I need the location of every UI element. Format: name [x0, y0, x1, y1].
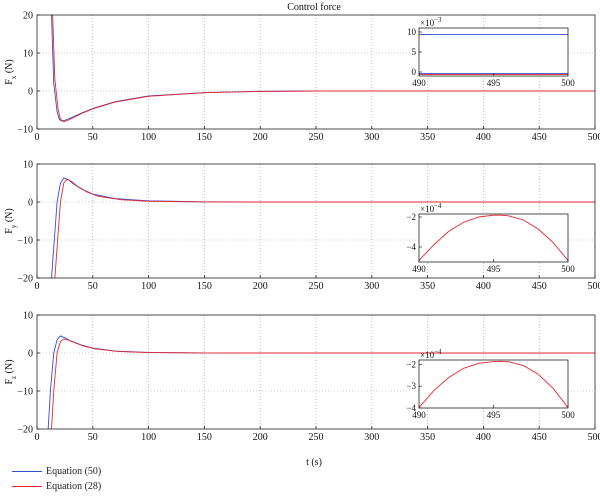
inset-scale-multiplier: ×10−4: [420, 348, 442, 360]
x-tick-label: 350: [420, 281, 435, 292]
y-tick-label: −10: [17, 125, 33, 136]
y-axis-label: Fz (N): [4, 359, 18, 384]
inset-y-tick-label: 10: [407, 27, 417, 37]
x-tick-label: 200: [253, 432, 268, 443]
x-tick-label: 500: [588, 132, 600, 143]
x-tick-label: 500: [588, 432, 600, 443]
y-tick-label: 10: [23, 49, 33, 60]
chart-title: Control force: [287, 2, 341, 13]
legend-label: Equation (28): [46, 481, 102, 492]
inset-x-tick-label: 500: [561, 78, 575, 88]
inset-x-tick-label: 495: [487, 78, 501, 88]
series-group: [51, 177, 595, 278]
inset-y-tick-label: −4: [406, 242, 416, 252]
y-tick-label: −10: [17, 236, 33, 247]
inset-x-tick-label: 500: [561, 264, 575, 274]
x-tick-label: 100: [141, 132, 156, 143]
y-tick-label: 10: [23, 311, 33, 322]
x-tick-label: 50: [88, 432, 98, 443]
y-axis-label: Fx (N): [4, 59, 18, 84]
x-tick-label: 300: [364, 432, 379, 443]
panel-z: 0 50 100 150 200 250 300 350 400 450 500 −20 −10 0 10 F…: [4, 311, 600, 444]
x-tick-label: 450: [532, 432, 547, 443]
y-tick-label: −10: [17, 387, 33, 398]
x-tick-label: 250: [309, 132, 324, 143]
inset-background: [419, 28, 568, 76]
x-tick-label: 0: [35, 432, 40, 443]
inset-series-group: [419, 360, 568, 408]
inset-plot: 490 495 500 −4 −3 −2 ×10−4: [406, 348, 575, 420]
y-tick-label: −20: [17, 274, 33, 285]
inset-x-tick-label: 490: [412, 264, 426, 274]
inset-plot: 490 495 500 −4 −2 ×10−4: [406, 202, 575, 274]
panel-y: 0 50 100 150 200 250 300 350 400 450 500 −20 −10 0 10 F…: [4, 160, 600, 293]
x-tick-label: 250: [309, 281, 324, 292]
x-tick-label: 200: [253, 281, 268, 292]
inset-x-tick-label: 490: [412, 410, 426, 420]
x-tick-label: 0: [35, 132, 40, 143]
x-tick-label: 350: [420, 432, 435, 443]
legend-swatch-red: [12, 486, 42, 487]
x-tick-label: 50: [88, 132, 98, 143]
x-tick-label: 100: [141, 281, 156, 292]
y-tick-label: 10: [23, 160, 33, 171]
inset-series-group: [419, 214, 568, 261]
legend-item-equation-50: Equation (50): [12, 464, 101, 479]
series-group: [47, 335, 595, 429]
inset-background: [419, 214, 568, 262]
inset-y-tick-label: 0: [412, 67, 417, 77]
legend-label: Equation (50): [46, 466, 102, 477]
y-axis-label: Fy (N): [4, 208, 18, 233]
inset-series-line: [419, 360, 568, 408]
y-tick-label: −20: [17, 425, 33, 436]
inset-x-tick-label: 500: [561, 410, 575, 420]
x-tick-label: 300: [364, 281, 379, 292]
x-tick-label: 350: [420, 132, 435, 143]
inset-scale-multiplier: ×10−4: [420, 202, 442, 214]
x-tick-label: 400: [476, 132, 491, 143]
series-line-equation-28: [54, 178, 595, 278]
inset-y-tick-label: −4: [406, 403, 416, 413]
inset-series-line: [419, 214, 568, 261]
series-line-equation-28: [51, 338, 595, 429]
y-tick-label: 0: [28, 87, 33, 98]
legend-item-equation-28: Equation (28): [12, 479, 101, 494]
inset-x-tick-label: 495: [487, 410, 501, 420]
x-tick-label: 300: [364, 132, 379, 143]
series-group: [51, 15, 595, 123]
x-tick-label: 50: [88, 281, 98, 292]
x-tick-label: 0: [35, 281, 40, 292]
inset-x-tick-label: 495: [487, 264, 501, 274]
panel-x: 0 50 100 150 200 250 300 350 400 450 500−1001020Fx…: [4, 11, 600, 144]
inset-background: [419, 360, 568, 408]
inset-x-tick-label: 490: [412, 78, 426, 88]
x-tick-label: 200: [253, 132, 268, 143]
x-tick-label: 150: [197, 132, 212, 143]
inset-y-tick-label: −2: [406, 359, 416, 369]
inset-y-tick-label: −3: [406, 381, 416, 391]
x-axis-label: t (s): [306, 457, 322, 468]
inset-y-tick-label: −2: [406, 212, 416, 222]
x-tick-label: 400: [476, 281, 491, 292]
x-tick-label: 500: [588, 281, 600, 292]
inset-scale-multiplier: ×10−3: [420, 16, 442, 28]
x-tick-label: 150: [197, 432, 212, 443]
x-tick-label: 100: [141, 432, 156, 443]
series-line-equation-28: [52, 15, 595, 123]
inset-plot: 490 495 500 0 5 10×10−3: [407, 16, 575, 88]
x-tick-label: 250: [309, 432, 324, 443]
y-tick-label: 0: [28, 349, 33, 360]
x-tick-label: 450: [532, 281, 547, 292]
legend-swatch-blue: [12, 471, 42, 472]
x-tick-label: 150: [197, 281, 212, 292]
y-tick-label: 20: [23, 11, 33, 22]
legend: Equation (50) Equation (28): [12, 464, 101, 494]
inset-y-tick-label: 5: [412, 47, 417, 57]
x-tick-label: 450: [532, 132, 547, 143]
x-tick-label: 400: [476, 432, 491, 443]
y-tick-label: 0: [28, 198, 33, 209]
